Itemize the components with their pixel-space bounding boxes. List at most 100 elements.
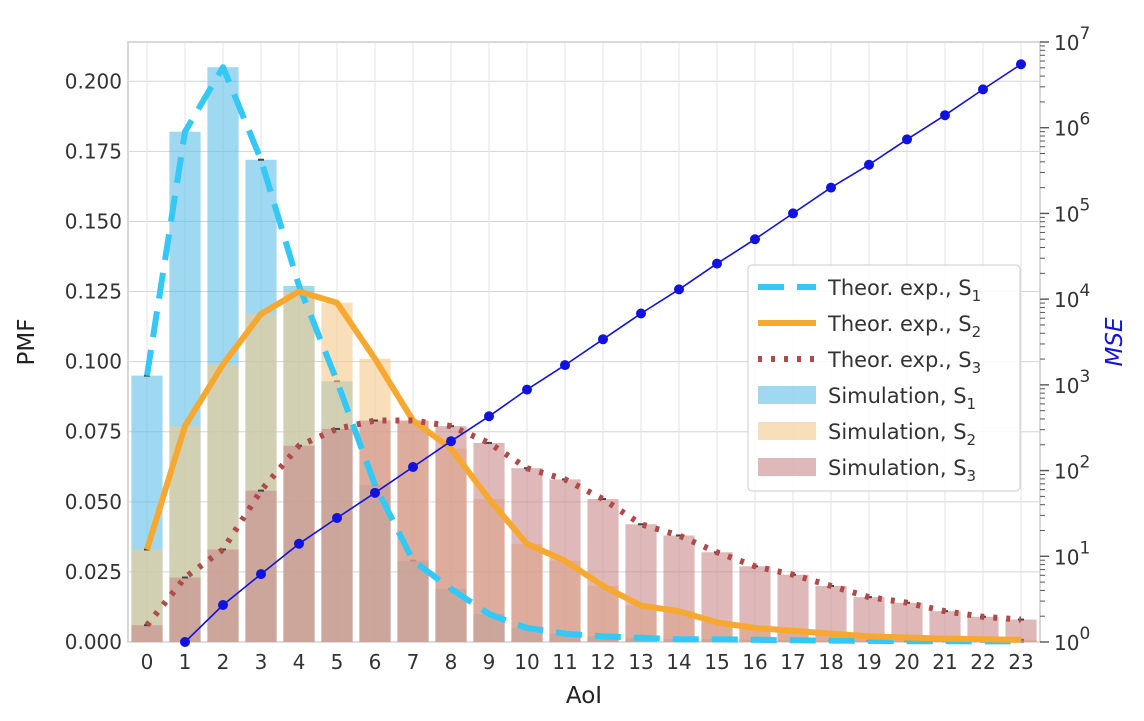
- mse-point: [674, 284, 684, 295]
- legend-entry-name: Theor. exp., S: [827, 348, 972, 372]
- y2-tick-base: 10: [1054, 631, 1079, 655]
- y-tick-label: 0.000: [65, 630, 122, 654]
- legend-entry-name: Simulation, S: [828, 384, 967, 408]
- y2-tick-base: 10: [1054, 117, 1079, 141]
- y2-tick-base: 10: [1054, 31, 1079, 55]
- legend-entry-name: Theor. exp., S: [827, 276, 972, 300]
- mse-point: [826, 182, 836, 193]
- mse-point: [636, 308, 646, 319]
- x-tick-label: 10: [514, 650, 539, 674]
- mse-point: [978, 84, 988, 95]
- mse-point: [446, 436, 456, 447]
- y2-tick-label: 100: [1054, 624, 1090, 655]
- legend-entry-label: Theor. exp., S1: [827, 276, 981, 305]
- legend-entry-label: Simulation, S1: [828, 384, 976, 413]
- mse-point: [560, 360, 570, 371]
- y2-tick-exponent: 4: [1079, 281, 1090, 301]
- x-tick-label: 7: [407, 650, 420, 674]
- x-axis-label: AoI: [566, 683, 602, 709]
- legend-entry-subscript: 2: [967, 431, 977, 449]
- bar-S3: [473, 442, 505, 642]
- theory-line-S1: [144, 64, 1021, 645]
- mse-point: [1016, 59, 1026, 70]
- legend-entry-subscript: 1: [972, 287, 982, 305]
- legend-entry-name: Simulation, S: [828, 420, 967, 444]
- y-tick-label: 0.050: [65, 490, 122, 514]
- legend-entry-label: Simulation, S3: [828, 456, 976, 485]
- y-tick-label: 0.075: [65, 420, 122, 444]
- bars-group: [131, 66, 1037, 643]
- mse-point: [180, 637, 190, 647]
- theory-line-S2: [144, 288, 1022, 643]
- x-tick-label: 15: [704, 650, 729, 674]
- y-tick-label: 0.175: [65, 139, 122, 163]
- y2-tick-label: 103: [1054, 367, 1090, 398]
- x-tick-label: 1: [179, 650, 192, 674]
- y2-tick-label: 104: [1054, 281, 1090, 312]
- y2-tick-label: 102: [1054, 453, 1090, 484]
- mse-series-group: [180, 59, 1026, 647]
- bar-S3: [321, 428, 353, 642]
- mse-point: [484, 411, 494, 422]
- legend-entry-label: Simulation, S2: [828, 420, 976, 449]
- theory-lines-group: [144, 64, 1022, 645]
- legend-entry-subscript: 2: [972, 323, 982, 341]
- legend-swatch-bar-S2: [758, 422, 816, 440]
- y-tick-label: 0.150: [65, 209, 122, 233]
- mse-point: [940, 110, 950, 121]
- legend-entry-subscript: 3: [972, 359, 982, 377]
- mse-point: [750, 234, 760, 245]
- mse-point: [522, 384, 532, 395]
- y2-tick-exponent: 0: [1079, 624, 1090, 644]
- legend-entry-name: Simulation, S: [828, 456, 967, 480]
- y2-tick-exponent: 3: [1079, 367, 1090, 387]
- y2-tick-base: 10: [1054, 545, 1079, 569]
- y-tick-label: 0.100: [65, 350, 122, 374]
- x-tick-label: 20: [894, 650, 919, 674]
- x-tick-label: 8: [445, 650, 458, 674]
- legend-entry-subscript: 3: [967, 467, 977, 485]
- x-tick-label: 2: [217, 650, 230, 674]
- y2-tick-exponent: 6: [1079, 110, 1090, 130]
- y2-tick-label: 107: [1054, 24, 1090, 55]
- bar-S3: [359, 420, 391, 642]
- bar-S3: [131, 625, 163, 642]
- legend-swatch-bar-S3: [758, 458, 816, 476]
- x-tick-label: 13: [628, 650, 653, 674]
- mse-point: [598, 334, 608, 345]
- x-tick-label: 23: [1008, 650, 1033, 674]
- bar-S3: [625, 524, 657, 642]
- mse-point: [332, 512, 342, 523]
- bar-S3: [701, 552, 733, 642]
- x-tick-label: 9: [483, 650, 496, 674]
- mse-point: [788, 208, 798, 219]
- mse-point: [370, 487, 380, 498]
- y2-tick-base: 10: [1054, 374, 1079, 398]
- y2-tick-label: 106: [1054, 110, 1090, 141]
- legend-entry-label: Theor. exp., S2: [827, 312, 981, 341]
- mse-point: [408, 462, 418, 473]
- legend-entry-name: Theor. exp., S: [827, 312, 972, 336]
- y2-tick-base: 10: [1054, 288, 1079, 312]
- mse-point: [256, 569, 266, 580]
- mse-point: [712, 258, 722, 269]
- x-tick-label: 19: [856, 650, 881, 674]
- y2-tick-exponent: 5: [1079, 195, 1090, 215]
- mse-point: [294, 538, 304, 549]
- legend-entry-subscript: 1: [967, 395, 977, 413]
- bar-S3: [587, 499, 619, 642]
- bar-S3: [397, 420, 429, 642]
- bar-S3: [663, 535, 695, 642]
- x-tick-label: 22: [970, 650, 995, 674]
- x-tick-label: 3: [255, 650, 268, 674]
- legend-swatch-bar-S1: [758, 386, 816, 404]
- axes-group: 0.000 0.025 0.050 0.075 0.100 0.125 0.150 0.175…: [65, 24, 1091, 674]
- y-tick-label: 0.200: [65, 69, 122, 93]
- mse-point: [218, 600, 228, 611]
- mse-point: [902, 134, 912, 145]
- y2-tick-label: 105: [1054, 195, 1090, 226]
- x-tick-label: 4: [293, 650, 306, 674]
- x-tick-label: 6: [369, 650, 382, 674]
